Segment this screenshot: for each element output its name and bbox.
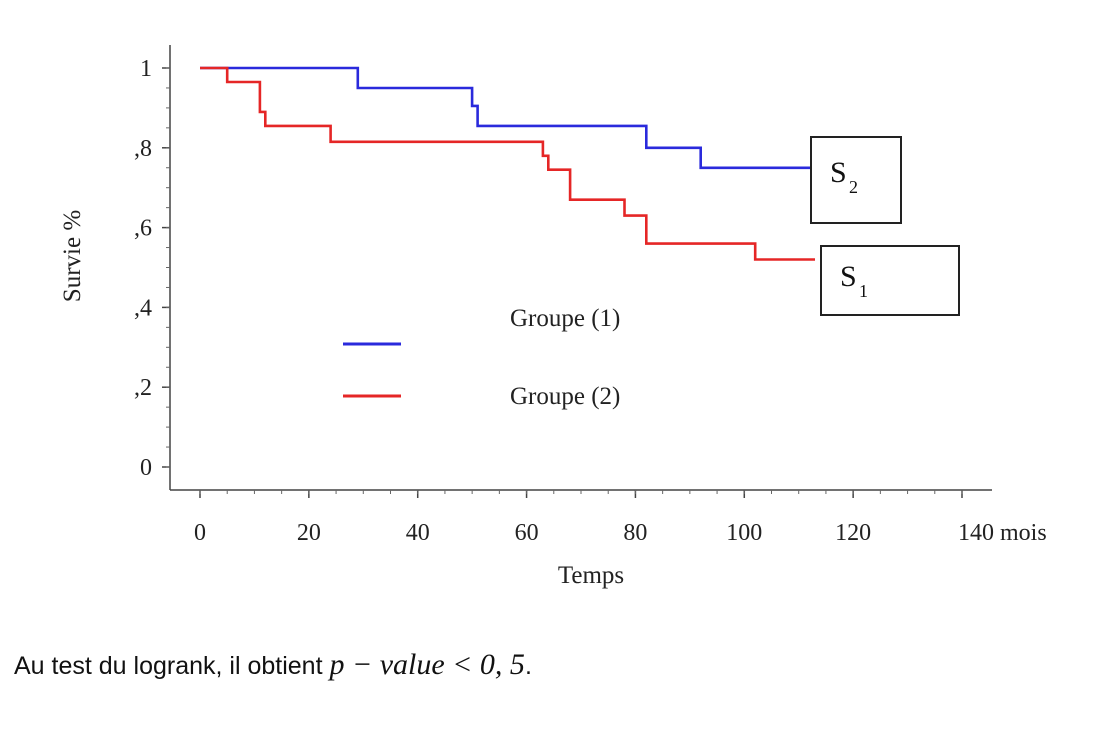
survival-chart: 0 ,2 ,4 ,6 ,8 1 0 20 40 60 80 100 120 140 mois Temps Su…	[59, 45, 1047, 589]
x-tick-label: 20	[297, 520, 321, 546]
x-tick-label: 0	[194, 520, 206, 546]
series-line-1	[200, 66, 815, 170]
y-tick-label: 0	[140, 455, 152, 481]
annotation-label-1: S	[830, 156, 847, 189]
caption-math: p − value < 0, 5	[329, 648, 525, 681]
annotations: S 2S 1	[810, 136, 960, 316]
annotation-label-2: S	[840, 260, 857, 293]
caption-end: .	[524, 652, 532, 680]
series-line-2	[200, 66, 815, 261]
caption: Au test du logrank, il obtient p − value…	[14, 648, 532, 682]
x-tick-label: 120	[835, 520, 871, 546]
x-tick-label: 80	[623, 520, 647, 546]
caption-text: Au test du logrank, il obtient	[14, 652, 330, 680]
y-tick-label: ,8	[134, 136, 152, 162]
y-tick-label: ,6	[134, 216, 152, 242]
y-tick-label: ,2	[134, 375, 152, 401]
plot-area	[200, 66, 815, 261]
x-axis-title: Temps	[558, 562, 624, 589]
x-tick-label: 60	[515, 520, 539, 546]
annotation-subscript-1: 2	[849, 177, 858, 197]
axes: 0 ,2 ,4 ,6 ,8 1 0 20 40 60 80 100 120 140 mois Temps Su…	[59, 45, 1047, 589]
legend: Groupe (1) Groupe (2)	[343, 305, 620, 410]
annotation-box-1	[810, 136, 902, 224]
annotation-subscript-2: 1	[859, 281, 868, 301]
x-tick-label: 40	[406, 520, 430, 546]
y-axis-title: Survie %	[59, 210, 86, 302]
x-tick-label: 100	[726, 520, 762, 546]
y-tick-label: ,4	[134, 295, 152, 321]
y-tick-label: 1	[140, 56, 152, 82]
x-tick-label: 140 mois	[958, 520, 1047, 546]
annotation-box-2	[820, 245, 960, 316]
legend-label-2: Groupe (2)	[510, 383, 620, 410]
legend-label-1: Groupe (1)	[510, 305, 620, 332]
